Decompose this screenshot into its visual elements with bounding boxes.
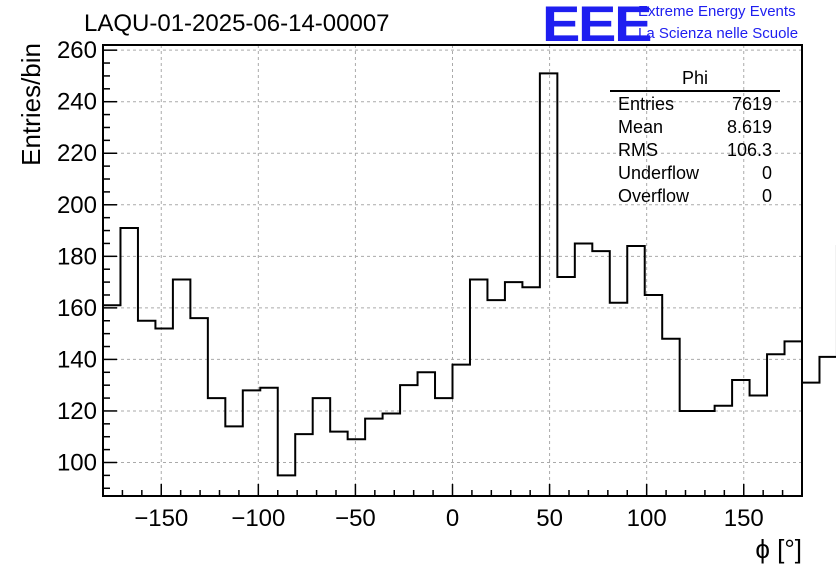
stats-row-underflow: Underflow 0 bbox=[610, 162, 780, 185]
stats-label: Underflow bbox=[618, 162, 699, 185]
stats-value: 7619 bbox=[732, 93, 772, 116]
y-tick-label: 240 bbox=[57, 89, 97, 116]
histogram-bin bbox=[435, 398, 452, 496]
x-tick-label: −150 bbox=[134, 505, 188, 532]
histogram-bin bbox=[418, 372, 435, 496]
stats-value: 8.619 bbox=[727, 116, 772, 139]
histogram-bin bbox=[295, 434, 312, 496]
y-tick-label: 180 bbox=[57, 243, 97, 270]
logo-line-1: Extreme Energy Events bbox=[638, 3, 796, 20]
histogram-bin bbox=[767, 354, 784, 496]
histogram-bin bbox=[470, 280, 487, 496]
stats-row-mean: Mean 8.619 bbox=[610, 116, 780, 139]
histogram-bin bbox=[120, 228, 137, 496]
histogram-bin bbox=[155, 328, 172, 496]
y-tick-label: 120 bbox=[57, 398, 97, 425]
histogram-bin bbox=[522, 287, 539, 496]
y-tick-label: 160 bbox=[57, 295, 97, 322]
histogram-bin bbox=[365, 419, 382, 496]
histogram-bin bbox=[610, 303, 627, 496]
stats-row-overflow: Overflow 0 bbox=[610, 185, 780, 208]
stats-label: Entries bbox=[618, 93, 674, 116]
stats-title: Phi bbox=[610, 68, 780, 92]
histogram-bin bbox=[225, 426, 242, 496]
x-tick-label: 50 bbox=[536, 505, 563, 532]
y-tick-label: 140 bbox=[57, 346, 97, 373]
y-tick-label: 260 bbox=[57, 37, 97, 64]
histogram-bin bbox=[785, 341, 802, 496]
histogram-bin bbox=[278, 475, 295, 496]
histogram-bin bbox=[592, 251, 609, 496]
x-axis-label: ϕ [°] bbox=[755, 534, 802, 564]
stats-label: RMS bbox=[618, 139, 658, 162]
stats-value: 0 bbox=[762, 162, 772, 185]
eee-logo: EEE bbox=[542, 2, 650, 46]
histogram-bin bbox=[330, 432, 347, 496]
x-tick-label: 0 bbox=[446, 505, 459, 532]
chart-title: LAQU-01-2025-06-14-00007 bbox=[84, 10, 390, 38]
histogram-bin bbox=[505, 282, 522, 496]
histogram-bin bbox=[173, 280, 190, 496]
stats-row-entries: Entries 7619 bbox=[610, 93, 780, 116]
stats-value: 0 bbox=[762, 185, 772, 208]
y-tick-label: 100 bbox=[57, 449, 97, 476]
histogram-bin bbox=[645, 295, 662, 496]
histogram-bin bbox=[453, 365, 470, 496]
stats-value: 106.3 bbox=[727, 139, 772, 162]
histogram-bin bbox=[715, 406, 732, 496]
stats-label: Overflow bbox=[618, 185, 689, 208]
x-tick-label: −100 bbox=[231, 505, 285, 532]
histogram-bin bbox=[540, 73, 557, 496]
histogram-bin bbox=[487, 300, 504, 496]
stats-row-rms: RMS 106.3 bbox=[610, 139, 780, 162]
histogram-bin bbox=[662, 339, 679, 496]
y-tick-label: 220 bbox=[57, 140, 97, 167]
x-tick-label: 150 bbox=[724, 505, 764, 532]
histogram-bin bbox=[383, 414, 400, 496]
logo-line-2: La Scienza nelle Scuole bbox=[638, 25, 798, 42]
x-tick-label: −50 bbox=[335, 505, 376, 532]
histogram-bin bbox=[697, 411, 714, 496]
histogram-bin bbox=[313, 398, 330, 496]
histogram-bin bbox=[819, 357, 836, 496]
histogram-bin bbox=[243, 390, 260, 496]
x-tick-label: 100 bbox=[627, 505, 667, 532]
y-axis-label: Entries/bin bbox=[16, 43, 46, 166]
histogram-bin bbox=[802, 383, 819, 496]
histogram-bin bbox=[190, 318, 207, 496]
histogram-bin bbox=[680, 411, 697, 496]
histogram-bin bbox=[208, 398, 225, 496]
stats-box: Phi Entries 7619 Mean 8.619 RMS 106.3 Un… bbox=[610, 68, 780, 208]
histogram-bin bbox=[575, 243, 592, 496]
histogram-bin bbox=[750, 395, 767, 496]
y-tick-label: 200 bbox=[57, 192, 97, 219]
histogram-bin bbox=[260, 388, 277, 496]
stats-label: Mean bbox=[618, 116, 663, 139]
histogram-bin bbox=[557, 277, 574, 496]
histogram-bin bbox=[348, 439, 365, 496]
histogram-bin bbox=[400, 385, 417, 496]
histogram-bin bbox=[732, 380, 749, 496]
histogram-bin bbox=[138, 321, 155, 496]
histogram-bin bbox=[627, 246, 644, 496]
